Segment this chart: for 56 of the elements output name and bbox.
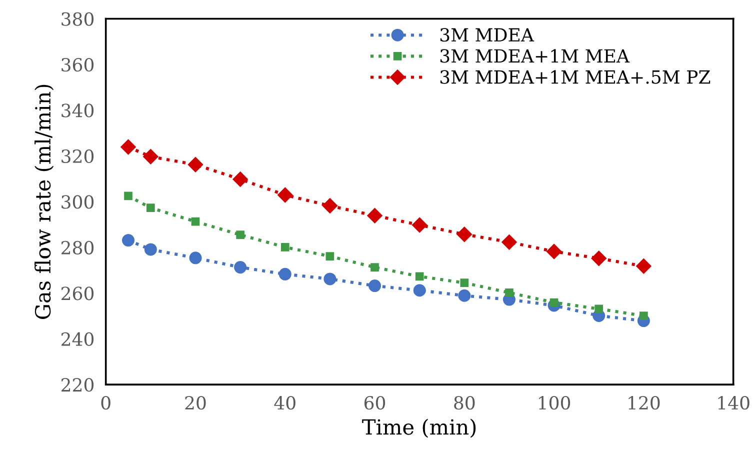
x-tick-label: 80 [454,396,475,410]
x-tick-label: 40 [274,396,296,410]
y-tick-label: 280 [61,240,94,255]
x-tick-label: 120 [628,396,660,410]
point [591,250,606,266]
y-tick-label: 380 [62,12,94,26]
point [367,208,382,224]
point [236,230,244,239]
x-tick-label: 140 [718,396,750,410]
point [143,149,158,164]
y-tick-label: 320 [62,149,94,164]
y-axis-title: Gas flow rate (ml/min) [34,84,54,319]
y-tick-label: 260 [61,286,94,300]
point [640,312,648,320]
point [146,204,155,212]
point [124,192,132,200]
point [594,304,604,314]
legend-label: 3M MDEA+1M MEA+.5M PZ [440,70,710,84]
point [191,217,200,226]
legend-label: 3M MDEA [440,28,534,42]
y-tick-label: 360 [62,58,94,72]
point [502,234,517,250]
y-tick-label: 300 [62,195,94,209]
point [368,280,382,292]
point [322,198,338,214]
point [122,234,134,247]
point [456,226,472,242]
x-tick-label: 100 [539,396,570,410]
x-tick-label: 0 [101,396,110,410]
point [324,272,336,286]
x-axis-title: Time (min) [362,418,476,438]
point [636,258,652,274]
point [144,243,157,256]
point [120,139,136,155]
point [546,244,562,260]
point [412,217,428,233]
x-tick-label: 20 [185,396,206,410]
point [234,261,247,274]
point [370,263,379,272]
point [232,172,248,187]
point [505,288,514,297]
x-tick-label: 60 [364,396,386,410]
point [280,243,290,252]
y-tick-label: 340 [62,104,94,118]
point [189,252,202,264]
point [326,252,334,260]
point [458,289,471,302]
point [278,187,293,203]
point [460,278,469,288]
point [415,272,424,281]
legend-label: 3M MDEA+1M MEA [440,49,630,63]
point [188,157,204,172]
point [413,284,426,297]
y-tick-label: 220 [61,378,94,392]
y-tick-label: 240 [61,332,94,346]
point [278,268,292,280]
